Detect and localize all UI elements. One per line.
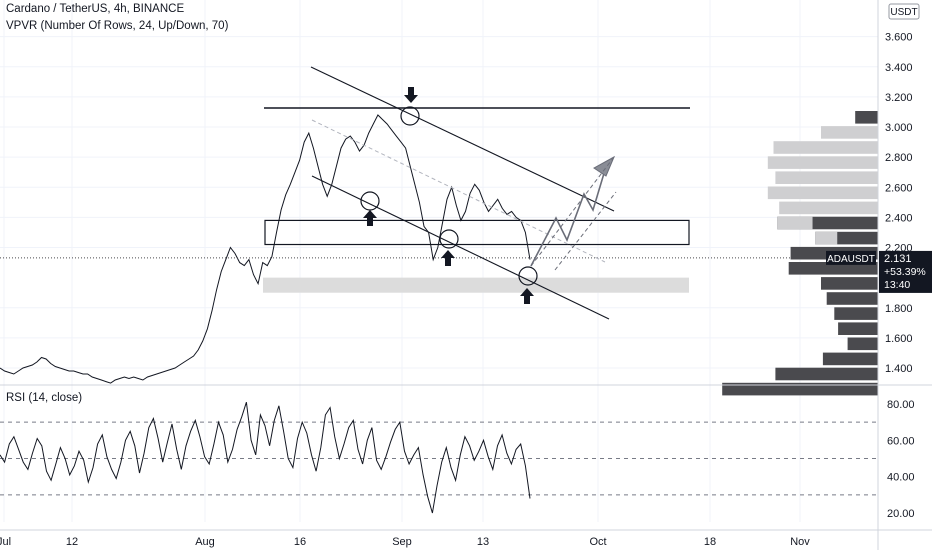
projection-path [530, 169, 606, 267]
volume-bar [838, 322, 878, 335]
time-tick-label: Sep [392, 536, 412, 548]
annotations [264, 66, 690, 320]
time-tick-label: 12 [66, 536, 78, 548]
price-tick-label: 1.600 [885, 333, 913, 345]
price-tick-label: 1.400 [885, 363, 913, 375]
projection-channel-lower [554, 191, 617, 271]
down-arrow-icon [404, 87, 418, 103]
symbol-title: Cardano / TetherUS, 4h, BINANCE [6, 3, 185, 15]
volume-bar [826, 292, 878, 305]
grid-lines [0, 0, 878, 522]
price-series [0, 114, 878, 384]
time-tick-label: 13 [477, 536, 489, 548]
volume-bar [775, 171, 878, 184]
time-tick-label: Nov [790, 536, 810, 548]
channel-mid-line [311, 119, 606, 263]
volume-bar-up [777, 216, 813, 230]
volume-bar [767, 186, 878, 200]
touch-circle [439, 229, 459, 249]
price-value: 2.131 [884, 253, 912, 265]
up-arrow-icon [363, 210, 377, 226]
volume-bar [773, 141, 878, 154]
price-line [0, 114, 531, 384]
volume-bar [847, 337, 878, 351]
price-tick-label: 2.600 [885, 182, 913, 194]
price-badge: ADAUSDT 2.131+53.39%13:40 [826, 250, 932, 293]
time-tick-label: Oct [589, 536, 606, 548]
price-tick-label: 3.000 [885, 122, 913, 134]
currency-badge-box [888, 3, 920, 20]
volume-bar [822, 352, 878, 366]
touch-circle [400, 106, 420, 126]
volume-bar [722, 382, 878, 396]
up-arrow-icon [441, 250, 455, 266]
volume-bar [821, 277, 878, 290]
price-badge-box [879, 250, 932, 293]
up-arrow-icon [520, 288, 534, 304]
rsi-legend: RSI (14, close) [6, 392, 83, 404]
bar-countdown: 13:40 [884, 279, 910, 291]
volume-bar [855, 111, 878, 124]
ticker-badge-text: ADAUSDT [827, 254, 875, 265]
currency-badge: USDT [888, 3, 920, 20]
channel-upper-line [310, 66, 615, 212]
projection-arrow-icon [593, 155, 616, 177]
price-tick-label: 1.800 [885, 303, 913, 315]
support-zone [263, 277, 689, 293]
volume-bar [788, 262, 878, 275]
rsi-tick-label: 40.00 [887, 472, 915, 484]
volume-bar [775, 367, 878, 381]
ticker-badge-box [826, 250, 876, 265]
price-tick-label: 2.400 [885, 212, 913, 224]
price-tick-label: 2.800 [885, 152, 913, 164]
projection-channel-upper [530, 156, 615, 267]
price-tick-label: 3.400 [885, 62, 913, 74]
volume-profile [722, 111, 878, 396]
rsi-series [0, 402, 878, 514]
currency-badge-text: USDT [890, 7, 917, 18]
time-tick-label: Aug [195, 536, 215, 548]
volume-bar [834, 307, 878, 320]
volume-bar [821, 126, 878, 139]
time-tick-label: 16 [294, 536, 306, 548]
volume-bar [779, 201, 878, 215]
rsi-tick-label: 80.00 [887, 399, 915, 411]
rsi-tick-label: 60.00 [887, 435, 915, 447]
time-tick-label: Jul [0, 536, 11, 548]
zones [263, 219, 690, 293]
price-tick-label: 3.200 [885, 92, 913, 104]
time-tick-label: 18 [704, 536, 716, 548]
volume-bar-up [815, 231, 838, 245]
touch-circle [518, 266, 538, 286]
price-tick-label: 3.600 [885, 32, 913, 44]
vpvr-legend: VPVR (Number Of Rows, 24, Up/Down, 70) [6, 20, 229, 32]
key-level-box [264, 219, 690, 246]
volume-bar [767, 156, 878, 169]
rsi-line [0, 402, 531, 514]
rsi-tick-label: 20.00 [887, 508, 915, 520]
price-change: +53.39% [884, 266, 926, 278]
